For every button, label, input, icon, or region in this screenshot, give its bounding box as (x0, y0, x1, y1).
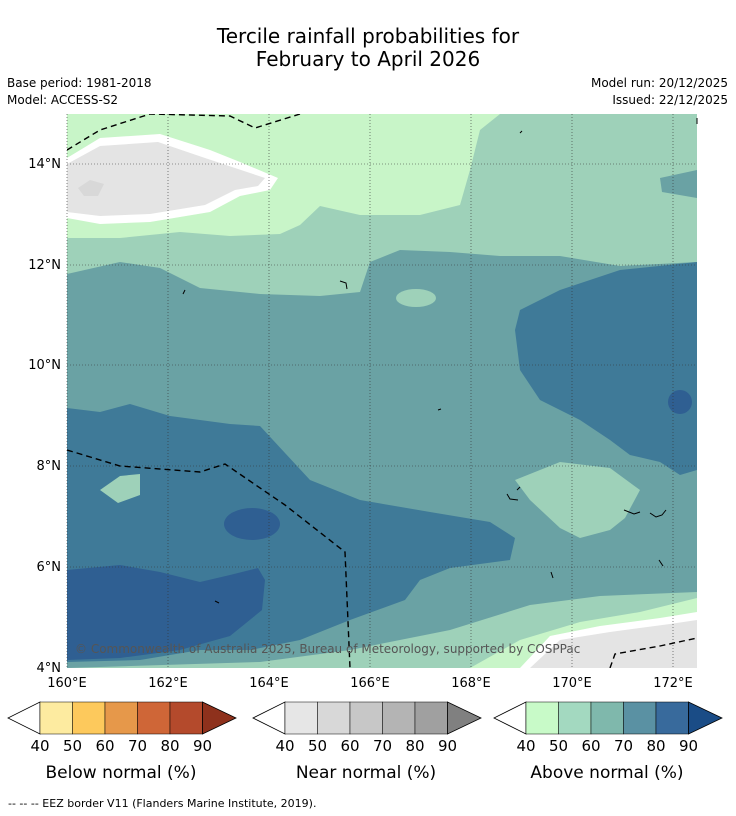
colorbar-below-tick: 50 (63, 737, 82, 755)
colorbar-above-bin-3 (590, 701, 624, 735)
colorbar-near-under-arrow (252, 701, 286, 735)
lon-label: 162°E (148, 676, 188, 691)
colorbar-near-tick: 40 (275, 737, 294, 755)
colorbar-below-tick: 90 (193, 737, 212, 755)
colorbar-above-bin-2 (558, 701, 592, 735)
colorbar-below-bin-3 (104, 701, 138, 735)
colorbar-near: 40 50 60 70 80 90 Near normal (%) (252, 701, 482, 783)
colorbar-below-bin-2 (72, 701, 106, 735)
model-name: Model: ACCESS-S2 (7, 93, 119, 107)
colorbar-below-bin-4 (137, 701, 171, 735)
lon-label: 164°E (249, 676, 289, 691)
contour-above-60-islet (396, 289, 436, 307)
copyright-watermark: © Commonwealth of Australia 2025, Bureau… (75, 642, 580, 656)
colorbar-above-tick: 80 (646, 737, 665, 755)
lat-axis: 14°N 12°N 10°N 8°N 6°N 4°N (28, 157, 61, 676)
colorbar-near-title: Near normal (%) (296, 763, 436, 783)
lon-label: 166°E (350, 676, 390, 691)
colorbar-below-title: Below normal (%) (46, 763, 197, 783)
colorbar-near-bin-5 (414, 701, 448, 735)
lon-label: 172°E (653, 676, 693, 691)
issued-date: Issued: 22/12/2025 (612, 93, 728, 107)
lon-label: 168°E (451, 676, 491, 691)
lat-label: 4°N (37, 661, 62, 676)
colorbar-above-tick: 50 (549, 737, 568, 755)
colorbar-below-under-arrow (7, 701, 41, 735)
colorbar-above-bin-5 (655, 701, 689, 735)
colorbar-near-bin-4 (382, 701, 416, 735)
contour-above-90-east (668, 390, 692, 414)
eez-borders (67, 114, 697, 668)
colorbar-below-tick: 60 (95, 737, 114, 755)
colorbar-near-bin-3 (349, 701, 383, 735)
lat-label: 6°N (37, 560, 62, 575)
colorbar-above-over-arrow (688, 701, 723, 735)
contour-above-90-patch (224, 508, 280, 540)
colorbar-near-tick: 50 (308, 737, 327, 755)
contour-above-60-west (100, 474, 140, 503)
model-run: Model run: 20/12/2025 (590, 76, 728, 90)
lon-label: 160°E (47, 676, 87, 691)
lat-label: 12°N (28, 258, 61, 273)
colorbar-below-over-arrow (202, 701, 237, 735)
eez-border-marshall (67, 449, 351, 668)
colorbar-near-over-arrow (447, 701, 482, 735)
lon-label: 170°E (552, 676, 592, 691)
colorbar-below-tick: 80 (160, 737, 179, 755)
base-period: Base period: 1981-2018 (7, 76, 152, 90)
colorbar-near-tick: 80 (405, 737, 424, 755)
title-line-2: February to April 2026 (255, 47, 481, 71)
contour-near-50 (67, 142, 265, 216)
colorbar-above-bin-1 (525, 701, 559, 735)
colorbar-above: 40 50 60 70 80 90 Above normal (%) (493, 701, 723, 783)
colorbar-above-title: Above normal (%) (530, 763, 683, 783)
lat-label: 10°N (28, 358, 61, 373)
colorbar-above-tick: 60 (581, 737, 600, 755)
contour-near-50-inner (78, 180, 104, 196)
lat-label: 8°N (37, 459, 62, 474)
lon-axis: 160°E 162°E 164°E 166°E 168°E 170°E 172°… (47, 676, 693, 691)
colorbar-above-under-arrow (493, 701, 527, 735)
colorbar-near-tick: 60 (340, 737, 359, 755)
contour-above-90-south (67, 565, 265, 660)
colorbar-below-tick: 70 (128, 737, 147, 755)
contour-above-60-mid (515, 462, 640, 538)
gridlines (66, 114, 697, 668)
colorbar-above-tick: 70 (614, 737, 633, 755)
title-line-1: Tercile rainfall probabilities for (216, 24, 520, 48)
eez-border-north (67, 114, 301, 151)
map-contours (67, 114, 697, 668)
contour-above-70-ne (660, 170, 697, 198)
colorbar-near-tick: 90 (438, 737, 457, 755)
colorbar-above-tick: 90 (679, 737, 698, 755)
colorbar-near-bin-1 (284, 701, 318, 735)
colorbar-above-tick: 40 (516, 737, 535, 755)
colorbar-near-tick: 70 (373, 737, 392, 755)
colorbar-below-bin-5 (169, 701, 203, 735)
islands (182, 118, 698, 604)
lat-label: 14°N (28, 157, 61, 172)
colorbar-below-bin-1 (39, 701, 73, 735)
contour-above-80-east (515, 262, 697, 475)
colorbar-near-bin-2 (317, 701, 351, 735)
eez-footnote: -- -- -- EEZ border V11 (Flanders Marine… (8, 797, 317, 810)
colorbar-below: 40 50 60 70 80 90 Below normal (%) (7, 701, 237, 783)
contour-near-50-south (530, 620, 697, 668)
colorbar-above-bin-4 (623, 701, 657, 735)
colorbar-below-tick: 40 (30, 737, 49, 755)
